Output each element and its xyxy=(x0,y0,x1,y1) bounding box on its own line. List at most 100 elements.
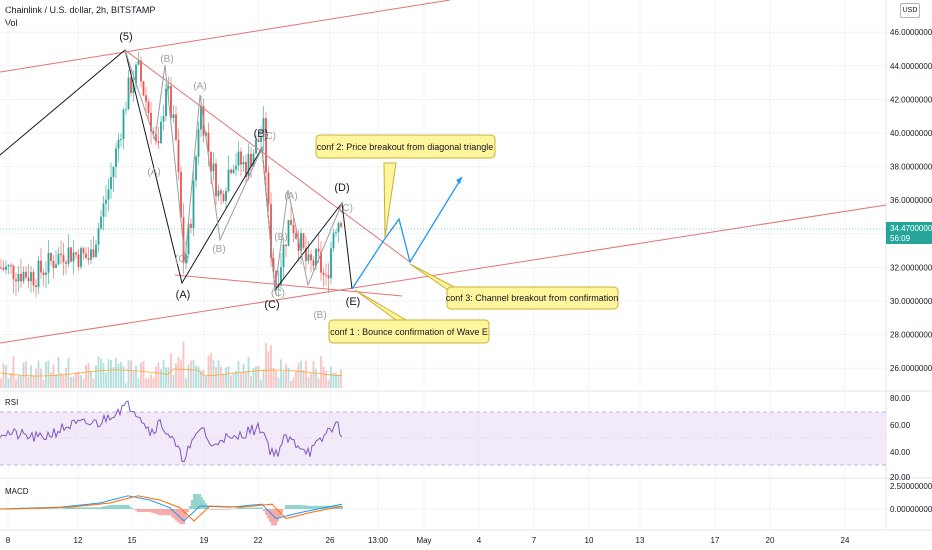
macd-hist-bar xyxy=(145,509,147,513)
candle-body xyxy=(50,252,52,261)
volume-bar xyxy=(300,360,302,388)
currency-button[interactable]: USD xyxy=(900,3,920,18)
macd-hist-bar xyxy=(115,504,117,509)
macd-hist-bar xyxy=(137,509,139,513)
time-axis[interactable]: 8 12 15 19 22 26 13:00 May 4 7 10 13 17 20 24 xyxy=(6,536,850,545)
callout-conf3[interactable]: conf 3: Channel breakout from confirmati… xyxy=(409,263,619,310)
volume-bar xyxy=(310,373,312,388)
macd-hist-bar xyxy=(57,508,59,510)
volume-bar xyxy=(335,372,337,388)
candle-body xyxy=(172,114,175,119)
volume-bar xyxy=(37,360,40,388)
volume-bar xyxy=(157,362,160,388)
subwave-path-2 xyxy=(261,147,343,291)
macd-hist-bar xyxy=(129,506,131,509)
macd-hist-bar xyxy=(331,505,333,509)
time-tick: 22 xyxy=(254,536,263,545)
macd-hist-bar xyxy=(37,508,39,510)
volume-bar xyxy=(302,369,305,388)
volume-bar xyxy=(270,345,272,388)
candle-body xyxy=(12,265,15,280)
candle-body xyxy=(322,272,325,275)
volume-bar xyxy=(245,371,247,388)
channel-upper-line xyxy=(0,0,451,73)
macd-hist-bar xyxy=(263,509,265,512)
callout-conf1[interactable]: conf 1 : Bounce confirmation of Wave E xyxy=(328,289,490,344)
candle-body xyxy=(10,265,12,267)
candle-body xyxy=(305,247,307,261)
volume-bar xyxy=(140,362,142,388)
macd-hist-bar xyxy=(305,505,307,509)
volume-bar xyxy=(10,373,12,388)
macd-hist-bar xyxy=(123,504,125,509)
candle-body xyxy=(17,274,20,282)
macd-hist-bar xyxy=(167,509,169,516)
volume-bar xyxy=(200,370,202,388)
candle-body xyxy=(252,153,255,167)
candle-body xyxy=(112,167,115,178)
volume-bar xyxy=(202,369,205,388)
candle-body xyxy=(70,247,72,262)
candle-body xyxy=(285,244,287,247)
subwave-label: (C) xyxy=(262,131,276,142)
macd-hist-bar xyxy=(99,507,101,509)
volume-bar xyxy=(307,377,310,388)
macd-hist-bar xyxy=(69,507,71,509)
volume-bar xyxy=(192,360,195,388)
macd-hist-bar xyxy=(71,507,73,509)
macd-hist-bar xyxy=(245,507,247,509)
candle-body xyxy=(222,194,225,202)
macd-hist-bar xyxy=(211,509,213,510)
volume-bar xyxy=(205,375,207,388)
candle-body xyxy=(167,86,170,89)
macd-hist-bar xyxy=(147,509,149,513)
projection-path xyxy=(351,176,463,290)
macd-hist-bar xyxy=(209,509,211,510)
candle-body xyxy=(262,118,265,138)
candle-body xyxy=(45,272,47,276)
candle-body xyxy=(5,266,7,270)
volume-bar xyxy=(110,359,112,388)
wave-label-A: (A) xyxy=(176,289,191,301)
volume-bar xyxy=(0,378,2,388)
candle-body xyxy=(240,151,242,165)
callout-conf2[interactable]: conf 2: Price breakout from diagonal tri… xyxy=(315,134,496,239)
candle-body xyxy=(307,254,310,261)
volume-bar xyxy=(65,367,67,388)
candle-body xyxy=(270,204,272,259)
volume-bar xyxy=(145,378,147,388)
macd-hist-bar xyxy=(295,505,297,509)
candle-body xyxy=(280,267,282,286)
subwave-label: (B) xyxy=(274,232,287,243)
macd-hist-bar xyxy=(273,509,275,526)
volume-bar xyxy=(152,377,155,388)
candle-body xyxy=(25,271,27,278)
price-axis[interactable]: 46.00000000 44.00000000 42.00000000 40.0000… xyxy=(890,28,932,373)
candle-body xyxy=(235,165,237,170)
volume-bar xyxy=(170,353,172,388)
volume-bar xyxy=(320,356,322,388)
subwave-label: (A) xyxy=(193,81,206,92)
macd-hist-bar xyxy=(139,509,141,513)
macd-hist-bar xyxy=(39,508,41,510)
price-tick: 30.00000000 xyxy=(890,297,932,306)
time-tick: 4 xyxy=(477,536,482,545)
volume-bar xyxy=(185,377,187,388)
macd-hist-bar xyxy=(85,507,87,509)
macd-hist-bar xyxy=(253,507,255,509)
subwave-label: (A) xyxy=(147,167,160,178)
volume-bar xyxy=(112,367,115,388)
candle-body xyxy=(82,248,85,254)
macd-hist-bar xyxy=(141,509,143,513)
macd-hist-bar xyxy=(173,509,175,519)
time-tick: 7 xyxy=(532,536,537,545)
volume-bar xyxy=(312,361,315,388)
candle-body xyxy=(237,151,240,166)
volume-bar xyxy=(340,369,342,388)
candle-body xyxy=(217,190,220,197)
volume-bar xyxy=(45,361,47,388)
macd-hist-bar xyxy=(109,504,111,509)
callout-text: conf 2: Price breakout from diagonal tri… xyxy=(317,142,494,152)
volume-bar xyxy=(55,374,57,388)
